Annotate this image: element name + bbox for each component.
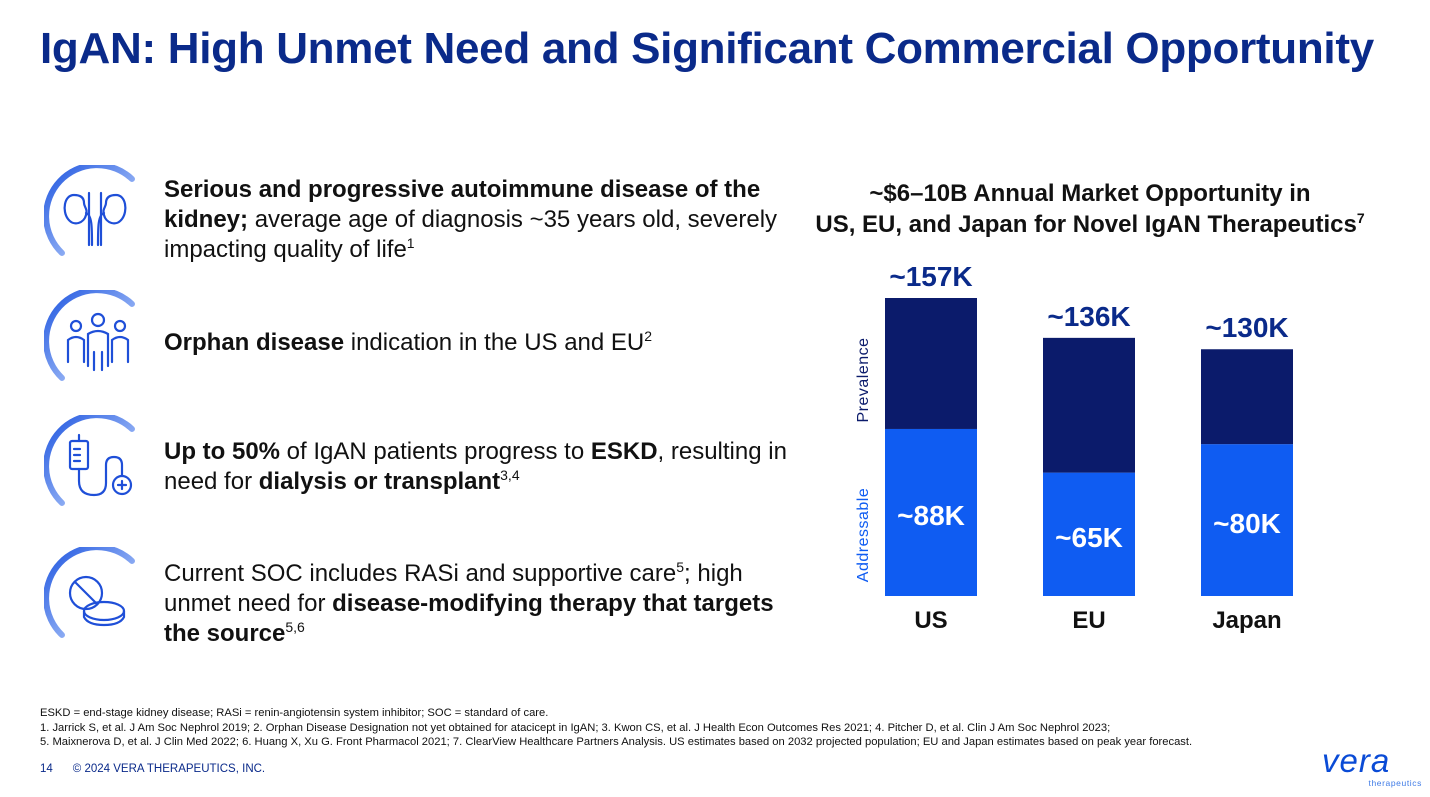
bar-prevalence-us — [885, 298, 977, 429]
axis-label-addressable: Addressable — [855, 488, 872, 582]
point-bold: Up to 50% — [164, 438, 281, 465]
category-label: US — [914, 607, 947, 634]
footnote-ref: 5 — [676, 559, 685, 575]
axis-label-prevalence: Prevalence — [855, 337, 872, 422]
footnote-ref: 2 — [644, 328, 653, 344]
point-bold: ESKD — [590, 438, 658, 465]
point-orphan-disease: Orphan disease indication in the US and … — [43, 287, 804, 400]
footnotes: ESKD = end-stage kidney disease; RASi = … — [40, 706, 1380, 750]
bar-prevalence-eu — [1043, 337, 1135, 473]
chart-title-line: US, EU, and Japan for Novel IgAN Therape… — [800, 209, 1380, 240]
logo-subtitle: therapeutics — [1368, 778, 1422, 788]
dialysis-icon — [43, 412, 144, 515]
chart-title-line: ~$6–10B Annual Market Opportunity in — [869, 180, 1311, 207]
total-label: ~136K — [1047, 301, 1130, 332]
point-plain: of IgAN patients progress to — [280, 438, 591, 465]
bar-addressable-us — [885, 428, 977, 596]
addressable-label: ~65K — [1055, 522, 1123, 553]
chart-title: ~$6–10B Annual Market Opportunity in US,… — [800, 178, 1380, 240]
footnote-line: 1. Jarrick S, et al. J Am Soc Nephrol 20… — [40, 721, 1111, 734]
footnote-ref: 7 — [1356, 210, 1365, 226]
point-kidney-disease: Serious and progressive autoimmune disea… — [43, 162, 804, 275]
copyright: © 2024 VERA THERAPEUTICS, INC. — [72, 763, 266, 775]
point-plain: Current SOC includes RASi and supportive… — [164, 560, 677, 587]
point-text: Current SOC includes RASi and supportive… — [164, 559, 804, 649]
point-bold: disease-modifying therapy that targets t… — [164, 590, 774, 647]
point-text: Orphan disease indication in the US and … — [164, 328, 652, 358]
point-text: Up to 50% of IgAN patients progress to E… — [164, 437, 804, 497]
footnote-ref: 5,6 — [285, 619, 305, 635]
point-plain: ; high unmet need for — [164, 560, 743, 617]
point-plain: average age of diagnosis ~35 years old, … — [164, 206, 778, 263]
people-group-icon — [43, 287, 144, 390]
point-bold: Serious and progressive autoimmune disea… — [164, 176, 761, 233]
category-label: EU — [1072, 607, 1105, 634]
page-number: 14 — [40, 763, 53, 775]
footnote-ref: 1 — [406, 235, 415, 251]
category-label: Japan — [1212, 607, 1281, 634]
point-bold: Orphan disease — [164, 329, 345, 356]
bar-addressable-japan — [1201, 444, 1293, 596]
bar-addressable-eu — [1043, 472, 1135, 596]
footnote-line: 5. Maixnerova D, et al. J Clin Med 2022;… — [40, 736, 1193, 748]
pills-icon — [43, 544, 144, 647]
chart-title-text: US, EU, and Japan for Novel IgAN Therape… — [815, 211, 1357, 238]
point-eskd-progression: Up to 50% of IgAN patients progress to E… — [43, 412, 804, 525]
bar-prevalence-japan — [1201, 349, 1293, 445]
footer: 14 © 2024 VERA THERAPEUTICS, INC. — [40, 763, 265, 775]
point-plain: indication in the US and EU — [344, 329, 645, 356]
footnote-ref: 3,4 — [500, 467, 520, 483]
slide-title: IgAN: High Unmet Need and Significant Co… — [40, 24, 1374, 73]
kidneys-icon — [43, 162, 144, 265]
point-text: Serious and progressive autoimmune disea… — [164, 175, 804, 265]
point-bold: dialysis or transplant — [258, 468, 501, 495]
addressable-label: ~80K — [1213, 508, 1281, 539]
logo-wordmark: vera — [1322, 742, 1391, 779]
addressable-label: ~88K — [897, 500, 965, 531]
point-plain: , resulting in need for — [164, 438, 787, 495]
vera-logo: vera therapeutics — [1322, 742, 1422, 792]
total-label: ~130K — [1205, 312, 1288, 343]
total-label: ~157K — [889, 261, 972, 292]
prevalence-chart: ~157K ~88K US ~136K ~65K EU ~130K ~80K Japan Addr… — [855, 261, 1293, 634]
point-current-soc: Current SOC includes RASi and supportive… — [43, 544, 804, 657]
footnote-line: ESKD = end-stage kidney disease; RASi = … — [40, 707, 549, 719]
